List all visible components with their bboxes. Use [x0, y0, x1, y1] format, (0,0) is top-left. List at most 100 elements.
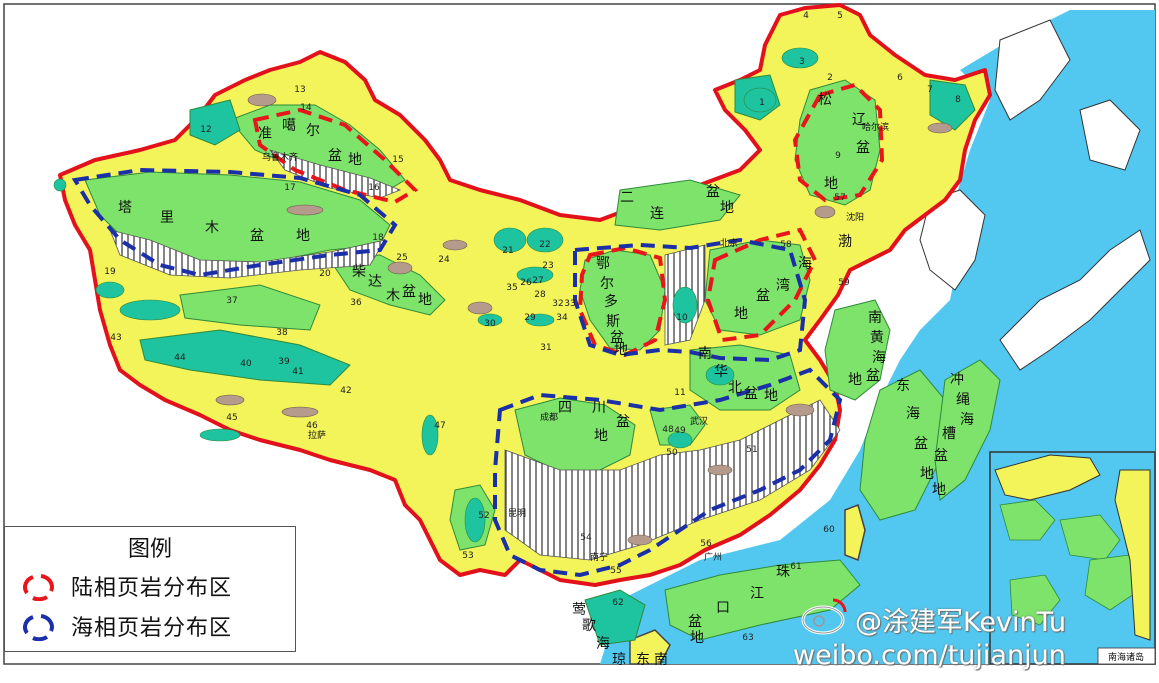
red-dashed-circle-icon	[23, 574, 54, 601]
basin-label-south-yellow-sea-0: 南	[868, 310, 882, 326]
watermark-handle: @涂建军KevinTu	[855, 607, 1067, 638]
basin-number-49: 49	[674, 426, 686, 436]
basin-number-1: 1	[759, 98, 765, 108]
city-label-wuhan: 武汉	[690, 415, 708, 427]
tarim-hatched	[109, 229, 386, 279]
basin-number-62: 62	[612, 598, 623, 608]
basin-number-23: 23	[542, 261, 553, 271]
legend-label-lacustrine: 陆相页岩分布区	[71, 576, 233, 601]
basin-label-qiongdongnan-2: 南	[654, 652, 668, 668]
northwest-basins	[189, 99, 241, 146]
basin-number-60: 60	[823, 525, 835, 535]
basin-number-36: 36	[350, 298, 362, 308]
basin-number-41: 41	[292, 367, 303, 377]
basin-label-songliao-2: 盆	[856, 140, 870, 156]
basin-label-bohai-bay-2: 湾	[776, 277, 790, 294]
basin-number-51: 51	[746, 445, 757, 455]
basin-number-33: 33	[564, 299, 575, 309]
basin-label-tarim-0: 塔	[118, 200, 132, 216]
south-north-china-basin	[689, 344, 801, 411]
south-sea-inset: 南海诸岛	[989, 451, 1156, 665]
marine-outlines	[71, 167, 843, 578]
city-label-kunming: 昆明	[508, 508, 526, 519]
basin-number-5: 5	[837, 11, 843, 21]
basin-label-qaidam-3: 盆	[402, 284, 416, 300]
basin-label-ordos-1: 尔	[600, 276, 614, 292]
basin-number-2: 2	[827, 73, 833, 83]
basin-number-28: 28	[534, 290, 546, 300]
city-label-beijing: 北京	[720, 237, 738, 249]
watermark-url: weibo.com/tujianjun	[793, 640, 1066, 671]
basin-label-east-china-sea-1: 海	[906, 406, 920, 422]
basin-label-south-yellow-sea-2: 海	[872, 350, 886, 366]
junggar-hatched	[268, 149, 402, 199]
basin-number-14: 14	[300, 103, 312, 113]
basin-label-okinawa-trough-4: 盆	[934, 448, 948, 464]
basin-label-south-north-china-2: 北	[728, 380, 742, 396]
basin-label-south-yellow-sea-3: 盆	[866, 368, 880, 384]
basin-number-32: 32	[552, 299, 563, 309]
basin-number-15: 15	[392, 155, 403, 165]
basin-number-43: 43	[110, 333, 121, 343]
basin-label-yinggehai-0: 莺	[572, 602, 586, 618]
basin-label-south-yellow-sea-1: 黄	[870, 329, 884, 346]
basin-label-okinawa-trough-3: 槽	[942, 426, 956, 442]
basin-label-junggar-2: 尔	[306, 123, 320, 139]
basin-label-ordos-3: 斯	[606, 314, 620, 330]
south-sea-islands-label: 南海诸岛	[1108, 651, 1144, 663]
basin-label-south-north-china-1: 华	[714, 364, 728, 380]
basin-number-30: 30	[484, 319, 496, 329]
basin-label-bohai-bay-0: 渤	[838, 234, 852, 250]
basin-number-29: 29	[524, 313, 536, 323]
hainan-island	[629, 629, 671, 665]
basin-label-okinawa-trough-2: 海	[960, 412, 974, 428]
qiongdongnan-basin	[584, 589, 646, 646]
basin-number-63: 63	[742, 633, 753, 643]
city-label-lhasa: 拉萨	[308, 429, 326, 441]
basin-number-21: 21	[502, 246, 513, 256]
basin-label-bohai-bay-1: 海	[798, 256, 812, 272]
legend-item-lacustrine: 陆相页岩分布区	[19, 569, 232, 603]
basin-number-7: 7	[927, 85, 933, 95]
city-label-harbin: 哈尔滨	[862, 121, 889, 133]
blue-dashed-circle-icon	[23, 614, 54, 641]
basin-label-ordos-2: 多	[604, 293, 618, 310]
basin-label-okinawa-trough-0: 冲	[950, 372, 964, 388]
basin-label-sichuan-1: 川	[592, 400, 606, 416]
basin-label-pearl-river-mouth-0: 珠	[776, 564, 790, 580]
basin-number-54: 54	[580, 533, 592, 543]
basin-number-4: 4	[803, 11, 809, 21]
basin-number-35: 35	[506, 283, 517, 293]
east-china-sea-basin	[859, 369, 946, 521]
basin-number-25: 25	[396, 253, 407, 263]
basin-number-50: 50	[666, 448, 678, 458]
basin-number-52: 52	[478, 511, 489, 521]
south-china-hatched	[504, 399, 841, 561]
basin-number-8: 8	[955, 95, 961, 105]
basin-number-19: 19	[104, 267, 116, 277]
basin-label-east-china-sea-0: 东	[896, 378, 910, 394]
basin-label-pearl-river-mouth-1: 江	[750, 586, 764, 602]
basin-number-38: 38	[276, 328, 288, 338]
basin-number-3: 3	[799, 57, 805, 67]
legend-item-marine: 海相页岩分布区	[19, 609, 232, 643]
basin-number-6: 6	[897, 73, 903, 83]
basin-label-south-yellow-sea-4: 地	[848, 372, 862, 388]
basin-label-sichuan-2: 盆	[616, 414, 630, 430]
tibet-basins	[139, 329, 351, 386]
basin-labels: 准噶尔盆 地塔里木盆地柴达木盆地鄂尔多斯盆地松辽盆地四 川盆地二连盆地渤海湾盆地南华…	[118, 92, 974, 668]
basin-label-qiongdongnan-0: 琼	[612, 652, 626, 668]
basin-label-erlian-1: 连	[650, 206, 664, 222]
basin-label-sichuan-3: 地	[594, 428, 608, 444]
basin-number-16: 16	[368, 183, 380, 193]
basin-number-9: 9	[835, 151, 841, 161]
basin-label-south-north-china-0: 南	[698, 346, 712, 362]
basin-label-east-china-sea-2: 盆	[914, 436, 928, 452]
legend-label-marine: 海相页岩分布区	[71, 616, 233, 641]
basin-number-18: 18	[372, 233, 384, 243]
city-label-shenyang: 沈阳	[846, 211, 864, 223]
korea-japan-land	[919, 189, 986, 291]
basin-number-24: 24	[438, 255, 450, 265]
